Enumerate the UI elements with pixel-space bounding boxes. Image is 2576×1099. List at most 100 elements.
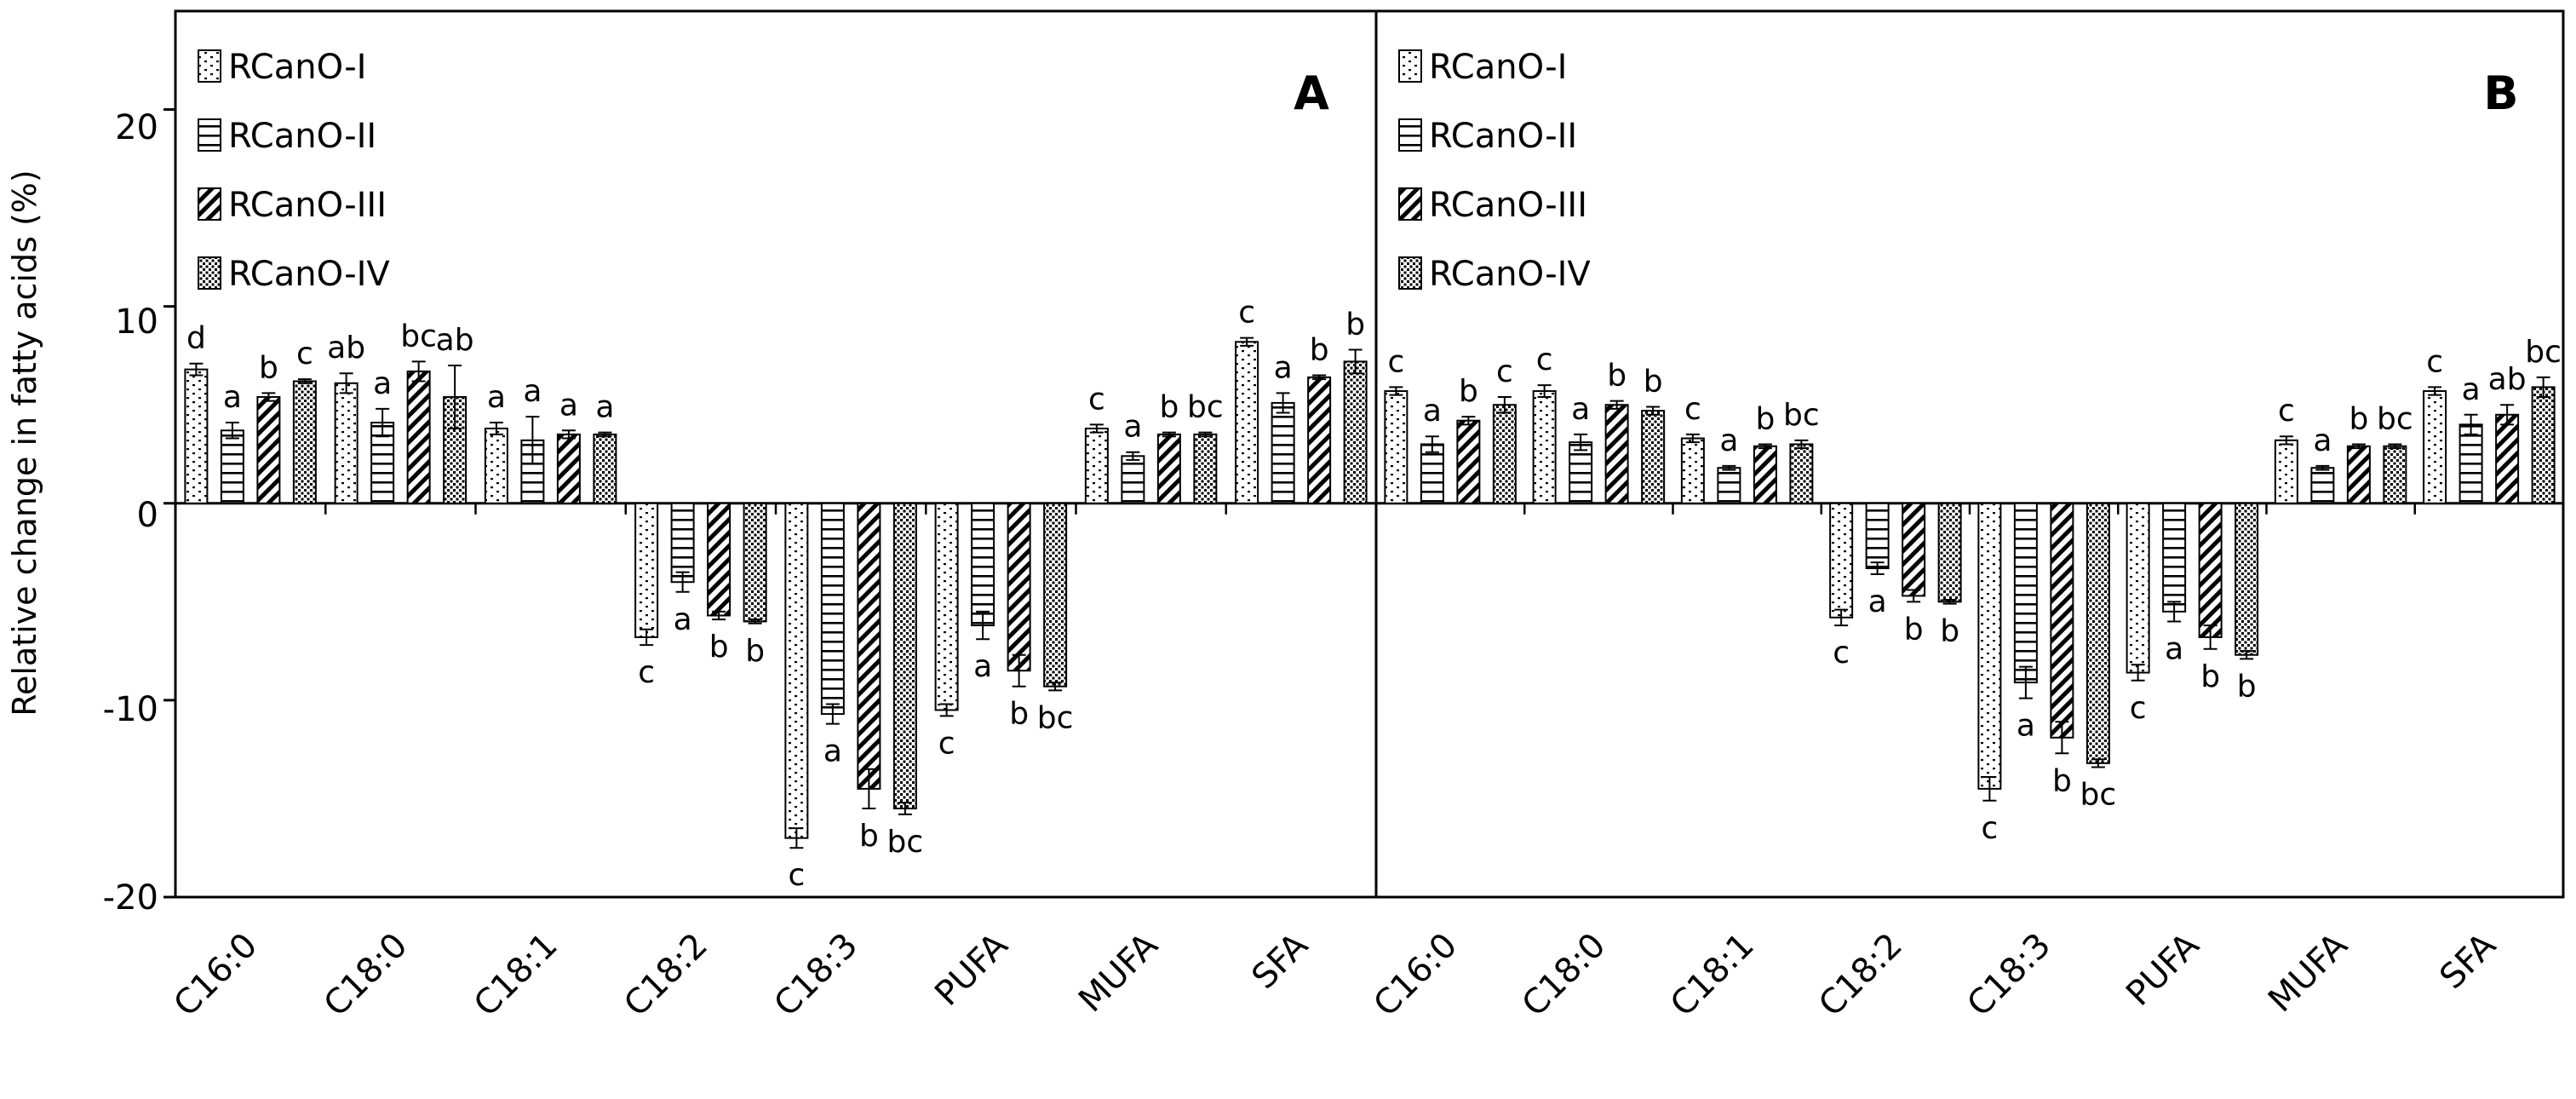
significance-label: b [1607, 359, 1626, 394]
significance-label: b [1009, 697, 1029, 732]
significance-label: a [2313, 423, 2332, 458]
significance-label: c [1238, 296, 1255, 331]
significance-label: c [638, 655, 655, 690]
bar [292, 380, 317, 504]
bar [1865, 502, 1890, 570]
bar [334, 382, 359, 504]
significance-label: b [2349, 401, 2368, 436]
bar [2310, 467, 2335, 504]
significance-label: b [1904, 612, 1924, 647]
significance-label: c [2426, 344, 2443, 379]
panel-label-a: A [1294, 66, 1329, 120]
significance-label: a [2462, 372, 2481, 407]
bar [370, 422, 395, 504]
bar [1007, 502, 1031, 672]
y-axis-label: Relative change in fatty acids (%) [6, 170, 43, 716]
bar [1420, 443, 1444, 504]
x-tick-label: C18:2 [617, 926, 715, 1025]
significance-label: bc [2525, 335, 2562, 370]
y-tick-label: 10 [115, 302, 158, 342]
legend-swatch-rcano-iv [198, 256, 221, 290]
bar [406, 370, 431, 504]
significance-label: b [1644, 365, 1663, 400]
legend-label-rcano-iii: RCanO-III [228, 186, 387, 225]
legend-swatch-rcano-iv [1398, 256, 1422, 290]
bar [2235, 502, 2259, 656]
y-tick-label: 0 [137, 496, 158, 535]
legend-swatch-rcano-iii [198, 187, 221, 221]
bar [934, 502, 959, 711]
bar [820, 502, 845, 716]
bar [2423, 390, 2447, 504]
legend-panel-b: RCanO-I RCanO-II RCanO-III RCanO-IV [1398, 48, 1591, 294]
significance-label: b [1755, 401, 1775, 436]
bar [1753, 445, 1777, 504]
significance-label: bc [2377, 401, 2413, 436]
bar [1829, 502, 1854, 619]
x-tick-label: PUFA [2119, 925, 2207, 1014]
significance-label: b [1459, 374, 1478, 409]
significance-label: a [595, 390, 614, 425]
bar [1604, 404, 1629, 504]
significance-label: a [973, 649, 992, 684]
significance-label: a [487, 380, 506, 415]
significance-label: c [788, 858, 805, 893]
significance-label: b [709, 630, 729, 665]
significance-label: bc [887, 825, 924, 860]
bar [1641, 410, 1666, 504]
y-tick-label: -10 [103, 690, 158, 729]
significance-label: b [2237, 669, 2257, 704]
bar [1977, 502, 2002, 790]
bar [2013, 502, 2038, 684]
bar [1456, 419, 1481, 504]
bar [2274, 439, 2298, 504]
legend-label-rcano-iv: RCanO-IV [228, 255, 390, 294]
bar [2346, 445, 2371, 504]
bar [784, 502, 809, 839]
x-tick-label: MUFA [1071, 925, 1166, 1020]
significance-label: a [674, 602, 692, 637]
significance-label: a [2017, 709, 2035, 744]
significance-label: bc [2080, 777, 2117, 812]
significance-label: a [523, 374, 542, 409]
bar [1121, 455, 1145, 504]
legend-label-rcano-ii: RCanO-II [1429, 117, 1577, 156]
bar [256, 395, 281, 504]
x-tick-label: C16:0 [1366, 926, 1465, 1025]
bar [1492, 404, 1517, 504]
significance-label: bc [1037, 700, 1074, 735]
legend-label-rcano-iii: RCanO-III [1429, 186, 1587, 225]
legend-swatch-rcano-ii [1398, 118, 1422, 152]
x-tick-label: MUFA [2261, 925, 2355, 1020]
legend-label-rcano-i: RCanO-I [228, 48, 366, 87]
significance-label: c [296, 337, 313, 371]
legend-swatch-rcano-iii [1398, 187, 1422, 221]
significance-label: a [1719, 423, 1738, 458]
bar [2162, 502, 2187, 613]
significance-label: a [223, 380, 242, 415]
bar [1789, 443, 1814, 504]
bar [2126, 502, 2150, 674]
significance-label: bc [1187, 390, 1224, 425]
bar [857, 502, 881, 790]
x-tick-label: SFA [1244, 925, 1316, 997]
y-tick-label: 20 [115, 108, 158, 147]
legend-swatch-rcano-i [1398, 49, 1422, 83]
bar [1156, 433, 1181, 504]
significance-label: c [1088, 382, 1105, 417]
bar [2383, 445, 2407, 504]
significance-label: a [559, 388, 578, 423]
x-tick-label: C18:0 [317, 926, 416, 1025]
legend-swatch-rcano-ii [198, 118, 221, 152]
significance-label: c [1387, 344, 1404, 379]
significance-label: ab [436, 323, 474, 358]
significance-label: a [2165, 631, 2183, 666]
significance-label: c [938, 726, 955, 761]
x-tick-label: C18:2 [1811, 926, 1910, 1025]
significance-label: a [1868, 584, 1887, 619]
bar [1384, 390, 1408, 504]
bar [184, 368, 209, 504]
significance-label: b [2052, 763, 2072, 798]
bar [634, 502, 659, 638]
